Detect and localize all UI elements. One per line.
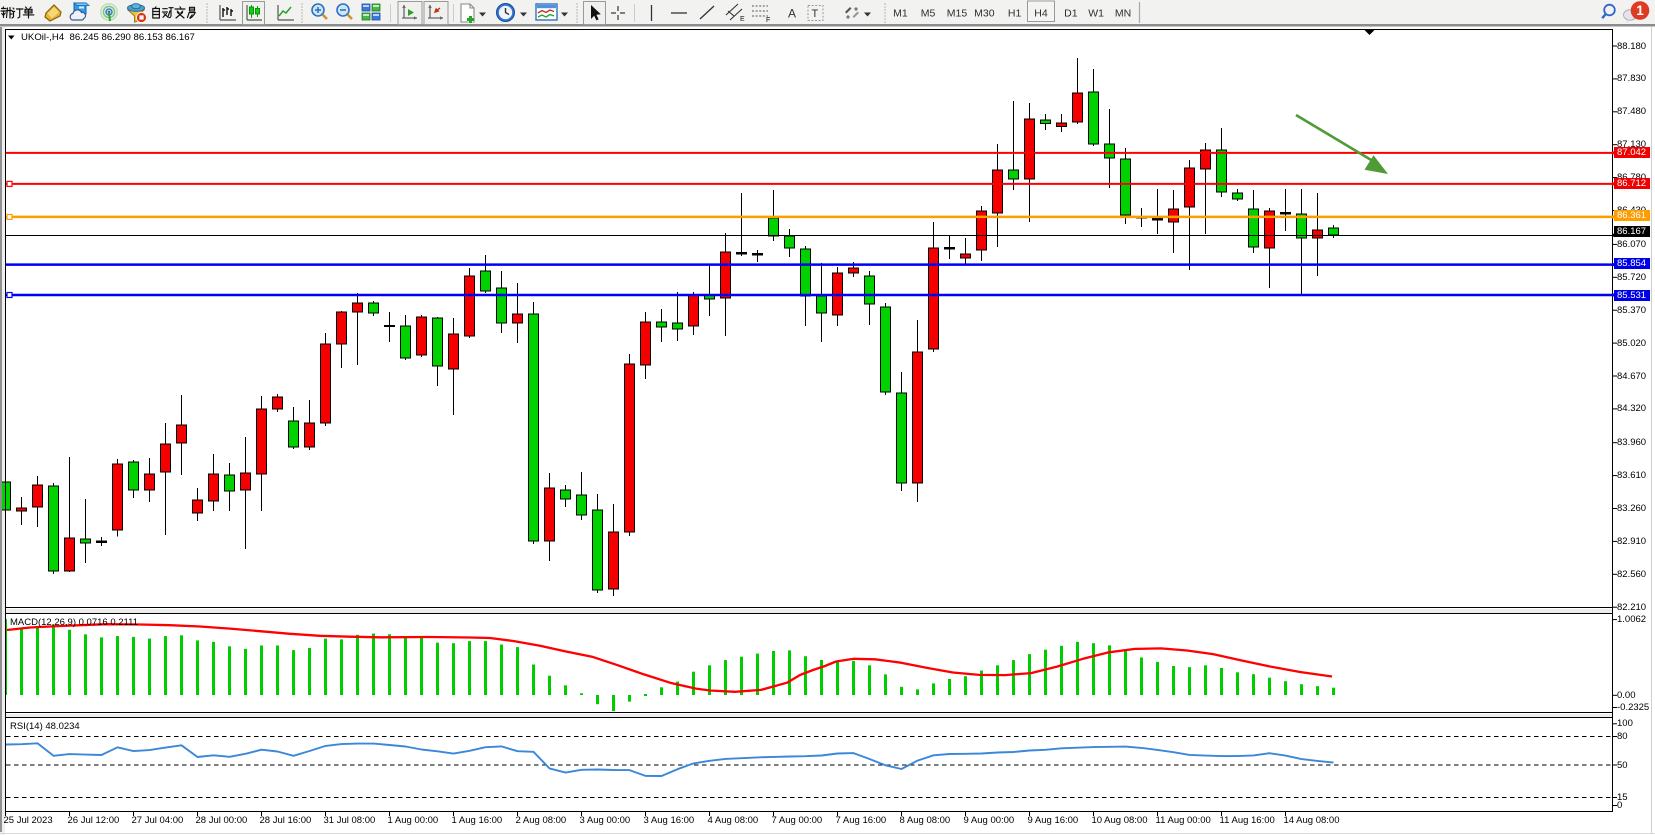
svg-text:F: F bbox=[766, 17, 770, 24]
svg-text:H1: H1 bbox=[1008, 8, 1022, 20]
svg-text:W1: W1 bbox=[1088, 8, 1104, 20]
svg-text:M5: M5 bbox=[921, 8, 936, 20]
svg-text:1: 1 bbox=[1636, 3, 1644, 18]
svg-text:M1: M1 bbox=[893, 8, 908, 20]
svg-text:MN: MN bbox=[1115, 8, 1131, 20]
svg-text:D1: D1 bbox=[1064, 8, 1078, 20]
svg-text:T: T bbox=[812, 8, 819, 20]
svg-text:E: E bbox=[740, 16, 745, 23]
svg-text:A: A bbox=[788, 7, 796, 21]
svg-text:M30: M30 bbox=[974, 8, 995, 20]
svg-text:H4: H4 bbox=[1034, 8, 1048, 20]
svg-text:M15: M15 bbox=[947, 8, 968, 20]
